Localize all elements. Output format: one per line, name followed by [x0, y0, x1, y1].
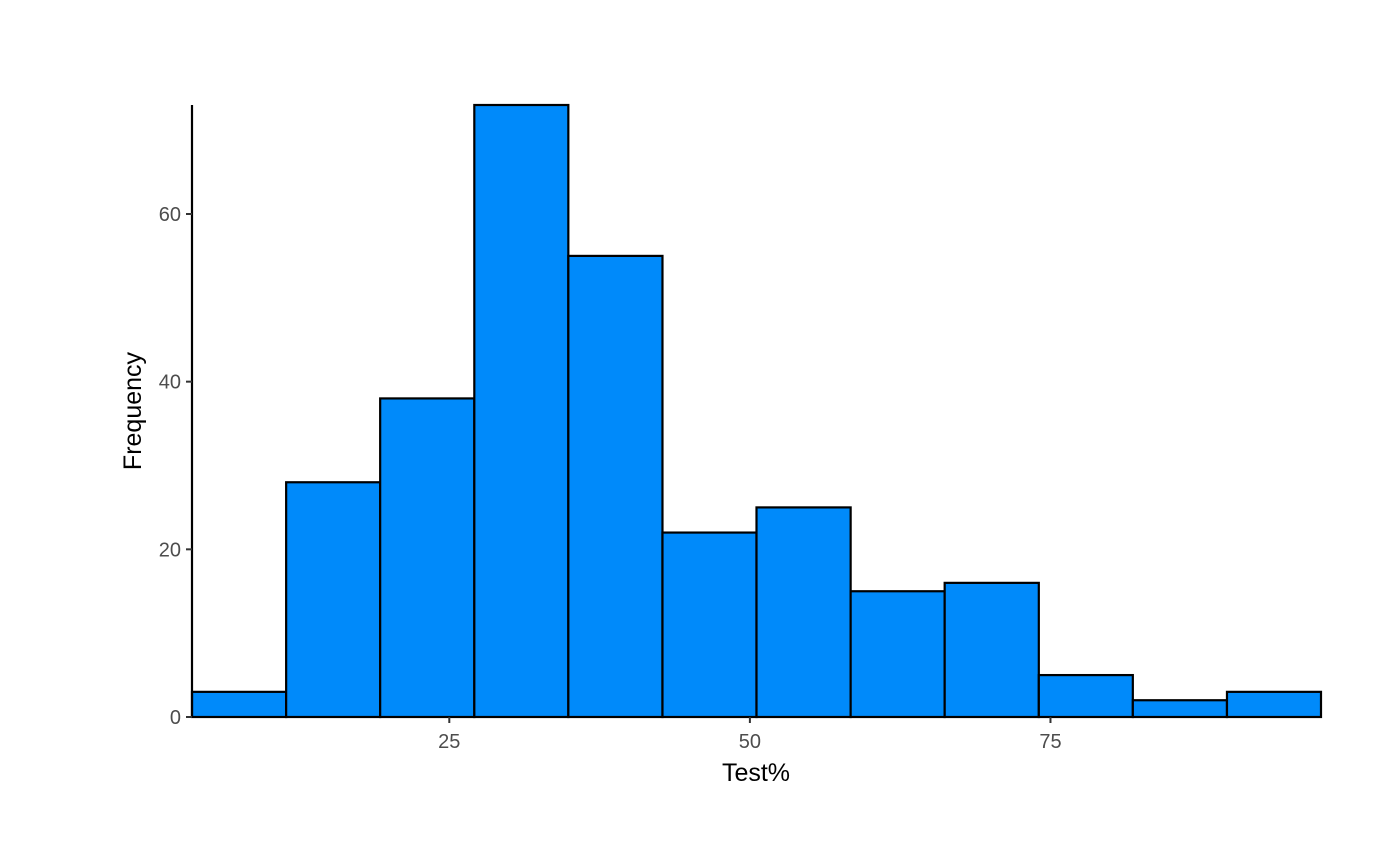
histogram-bar — [473, 103, 570, 719]
histogram-bar — [943, 581, 1040, 719]
y-tick-label: 60 — [159, 204, 181, 226]
y-axis-ticks: 0 20 40 60 — [159, 204, 192, 729]
y-axis-title: Frequency — [119, 351, 147, 470]
y-tick-label: 0 — [170, 707, 181, 729]
x-tick-label: 50 — [739, 731, 761, 753]
histogram-bar — [1131, 699, 1229, 719]
x-axis-title: Test% — [722, 759, 790, 787]
histogram-bar — [661, 531, 758, 719]
histogram-bar — [379, 397, 476, 719]
histogram-bar — [755, 506, 852, 719]
histogram-bar — [849, 590, 946, 719]
x-tick-label: 75 — [1039, 731, 1061, 753]
bars-layer — [190, 103, 1323, 719]
histogram-bar — [285, 481, 382, 719]
y-tick-label: 40 — [159, 372, 181, 394]
y-tick-label: 20 — [159, 539, 181, 561]
histogram-bar — [1225, 690, 1323, 719]
histogram-bar — [567, 254, 664, 719]
histogram-bar — [190, 690, 288, 719]
x-tick-label: 25 — [438, 731, 460, 753]
histogram-bar — [1037, 673, 1134, 719]
x-axis-ticks: 25 50 75 — [438, 717, 1062, 753]
